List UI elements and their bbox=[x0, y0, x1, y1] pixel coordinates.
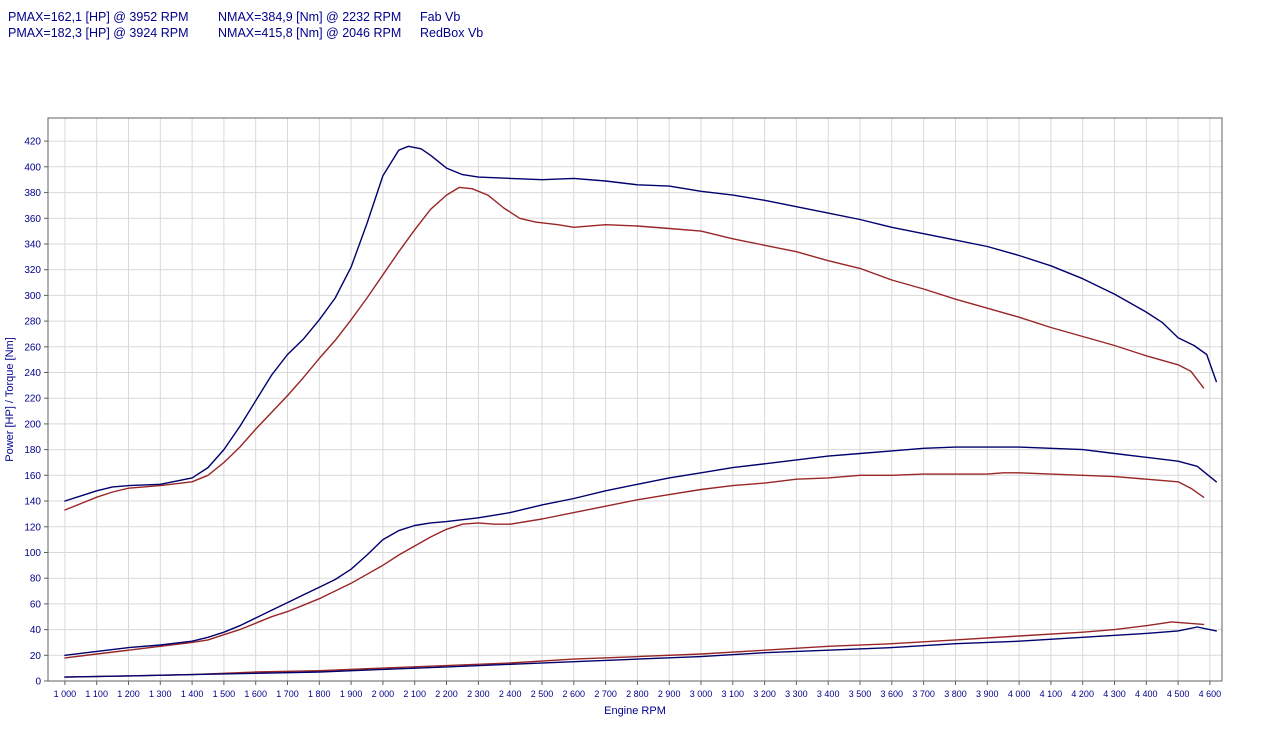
svg-text:0: 0 bbox=[35, 677, 41, 688]
svg-text:3 300: 3 300 bbox=[785, 689, 808, 699]
svg-text:20: 20 bbox=[30, 651, 42, 662]
svg-text:360: 360 bbox=[24, 214, 41, 225]
svg-text:3 500: 3 500 bbox=[849, 689, 872, 699]
svg-text:1 400: 1 400 bbox=[181, 689, 204, 699]
svg-text:4 600: 4 600 bbox=[1199, 689, 1222, 699]
svg-text:3 700: 3 700 bbox=[912, 689, 935, 699]
svg-text:4 500: 4 500 bbox=[1167, 689, 1190, 699]
redbox-nmax-value: NMAX=415,8 [Nm] @ 2046 RPM bbox=[218, 26, 402, 40]
dyno-summary: PMAX=162,1 [HP] @ 3952 RPM NMAX=384,9 [N… bbox=[8, 9, 483, 41]
svg-text:400: 400 bbox=[24, 162, 41, 173]
redbox-pmax-value: PMAX=182,3 [HP] @ 3924 RPM bbox=[8, 26, 189, 40]
svg-text:340: 340 bbox=[24, 240, 41, 251]
svg-text:4 200: 4 200 bbox=[1071, 689, 1094, 699]
svg-text:2 500: 2 500 bbox=[531, 689, 554, 699]
svg-text:240: 240 bbox=[24, 368, 41, 379]
svg-text:200: 200 bbox=[24, 419, 41, 430]
svg-text:4 000: 4 000 bbox=[1008, 689, 1031, 699]
svg-text:Engine RPM: Engine RPM bbox=[604, 705, 666, 717]
svg-text:3 100: 3 100 bbox=[722, 689, 745, 699]
svg-text:140: 140 bbox=[24, 497, 41, 508]
fab-series-label: Fab Vb bbox=[420, 10, 461, 24]
svg-text:3 800: 3 800 bbox=[944, 689, 967, 699]
svg-text:1 800: 1 800 bbox=[308, 689, 331, 699]
svg-text:4 300: 4 300 bbox=[1103, 689, 1126, 699]
svg-text:180: 180 bbox=[24, 445, 41, 456]
svg-text:120: 120 bbox=[24, 522, 41, 533]
svg-text:2 300: 2 300 bbox=[467, 689, 490, 699]
summary-row-redbox: PMAX=182,3 [HP] @ 3924 RPM NMAX=415,8 [N… bbox=[8, 25, 483, 41]
svg-text:1 900: 1 900 bbox=[340, 689, 363, 699]
svg-text:2 800: 2 800 bbox=[626, 689, 649, 699]
svg-text:4 400: 4 400 bbox=[1135, 689, 1158, 699]
svg-text:2 200: 2 200 bbox=[435, 689, 458, 699]
svg-text:2 100: 2 100 bbox=[403, 689, 426, 699]
svg-text:80: 80 bbox=[30, 574, 42, 585]
svg-text:2 700: 2 700 bbox=[594, 689, 617, 699]
svg-text:280: 280 bbox=[24, 317, 41, 328]
svg-text:3 900: 3 900 bbox=[976, 689, 999, 699]
dyno-chart: 0 20 40 60 80 100 120 140 160 180 200 220 240 260 280 3… bbox=[0, 110, 1264, 736]
svg-text:260: 260 bbox=[24, 342, 41, 353]
svg-text:Power [HP] / Torque [Nm]: Power [HP] / Torque [Nm] bbox=[4, 337, 16, 462]
svg-text:1 200: 1 200 bbox=[117, 689, 140, 699]
svg-text:1 100: 1 100 bbox=[85, 689, 108, 699]
svg-text:220: 220 bbox=[24, 394, 41, 405]
svg-text:3 200: 3 200 bbox=[753, 689, 776, 699]
svg-text:1 700: 1 700 bbox=[276, 689, 299, 699]
svg-text:160: 160 bbox=[24, 471, 41, 482]
svg-text:320: 320 bbox=[24, 265, 41, 276]
summary-row-fab: PMAX=162,1 [HP] @ 3952 RPM NMAX=384,9 [N… bbox=[8, 9, 483, 25]
svg-text:40: 40 bbox=[30, 625, 42, 636]
svg-text:2 400: 2 400 bbox=[499, 689, 522, 699]
svg-text:2 900: 2 900 bbox=[658, 689, 681, 699]
svg-text:3 600: 3 600 bbox=[881, 689, 904, 699]
svg-text:1 600: 1 600 bbox=[244, 689, 267, 699]
svg-text:100: 100 bbox=[24, 548, 41, 559]
svg-text:4 100: 4 100 bbox=[1040, 689, 1063, 699]
svg-text:380: 380 bbox=[24, 188, 41, 199]
svg-text:1 500: 1 500 bbox=[213, 689, 236, 699]
svg-text:3 000: 3 000 bbox=[690, 689, 713, 699]
svg-text:1 000: 1 000 bbox=[54, 689, 77, 699]
dyno-chart-svg: 0 20 40 60 80 100 120 140 160 180 200 220 240 260 280 3… bbox=[4, 117, 1223, 717]
svg-text:3 400: 3 400 bbox=[817, 689, 840, 699]
svg-text:60: 60 bbox=[30, 599, 42, 610]
fab-pmax-value: PMAX=162,1 [HP] @ 3952 RPM bbox=[8, 10, 189, 24]
svg-text:420: 420 bbox=[24, 137, 41, 148]
svg-text:2 000: 2 000 bbox=[372, 689, 395, 699]
redbox-series-label: RedBox Vb bbox=[420, 26, 484, 40]
svg-text:2 600: 2 600 bbox=[563, 689, 586, 699]
svg-text:1 300: 1 300 bbox=[149, 689, 172, 699]
fab-nmax-value: NMAX=384,9 [Nm] @ 2232 RPM bbox=[218, 10, 402, 24]
svg-text:300: 300 bbox=[24, 291, 41, 302]
